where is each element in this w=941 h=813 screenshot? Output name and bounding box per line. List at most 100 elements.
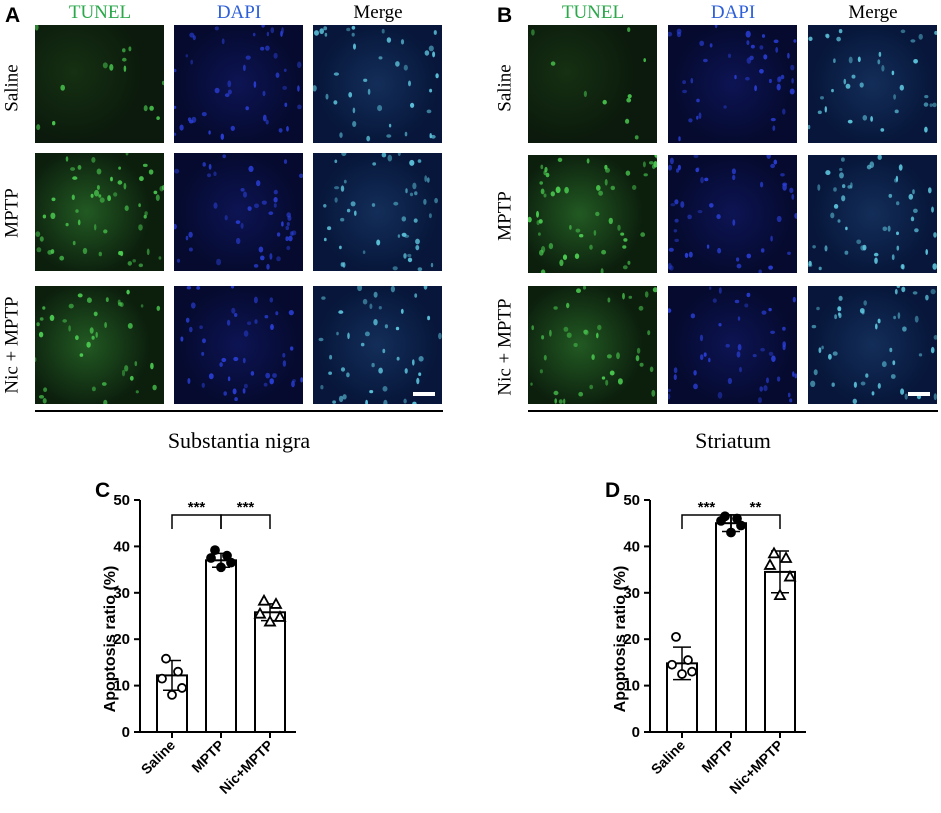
nucleus — [566, 302, 570, 309]
nucleus — [859, 308, 865, 314]
nucleus — [386, 37, 392, 43]
nucleus — [770, 163, 775, 169]
nucleus — [881, 361, 887, 368]
nucleus — [682, 89, 688, 94]
nucleus — [794, 212, 797, 219]
nucleus — [608, 217, 613, 225]
nucleus — [207, 173, 211, 178]
nucleus — [42, 398, 47, 404]
nucleus — [348, 92, 353, 98]
nucleus — [351, 25, 356, 30]
nucleus — [761, 34, 766, 38]
nucleus — [544, 166, 548, 173]
nucleus — [35, 25, 39, 31]
nucleus — [583, 90, 587, 97]
data-point — [257, 593, 271, 606]
nucleus — [569, 225, 572, 230]
nucleus — [704, 177, 709, 182]
nucleus — [649, 161, 654, 165]
nucleus — [290, 346, 294, 351]
nucleus — [811, 324, 817, 329]
nucleus — [870, 116, 873, 122]
nucleus — [283, 159, 288, 164]
nucleus — [782, 183, 787, 191]
y-tick-label: 20 — [113, 631, 130, 648]
nucleus — [201, 351, 205, 356]
nucleus — [243, 191, 247, 198]
nucleus — [550, 61, 556, 66]
nuclei-layer — [35, 25, 164, 131]
nucleus — [716, 214, 721, 220]
nucleus — [281, 27, 284, 34]
nucleus — [759, 386, 763, 392]
nucleus — [38, 395, 45, 399]
nucleus — [417, 267, 423, 271]
nucleus — [676, 31, 682, 38]
bar — [205, 559, 237, 733]
nucleus — [792, 296, 796, 303]
nucleus — [668, 393, 671, 400]
nucleus — [808, 260, 812, 266]
nucleus — [668, 247, 674, 252]
nucleus — [589, 244, 593, 250]
nucleus — [793, 39, 797, 43]
micrograph-a-tunel-nic-mptp — [35, 286, 164, 404]
nucleus — [688, 251, 693, 258]
nucleus — [853, 381, 857, 388]
nucleus — [174, 168, 180, 174]
nucleus — [636, 347, 641, 354]
scale-bar — [413, 392, 435, 396]
nucleus — [286, 222, 290, 226]
nucleus — [413, 218, 418, 223]
nucleus — [668, 164, 673, 171]
nucleus — [595, 211, 600, 217]
nucleus — [256, 180, 261, 187]
nucleus — [36, 124, 41, 131]
nucleus — [185, 317, 190, 323]
nucleus — [289, 231, 293, 236]
y-tick-label: 0 — [122, 724, 130, 741]
x-tick-label: Saline — [648, 737, 689, 778]
nucleus — [140, 304, 144, 308]
nucleus — [582, 286, 587, 290]
nucleus — [400, 39, 405, 45]
nucleus — [346, 208, 351, 213]
nucleus — [153, 190, 158, 195]
nucleus — [230, 286, 235, 289]
nucleus — [383, 399, 388, 404]
nucleus — [129, 375, 134, 381]
nucleus — [696, 98, 700, 103]
data-point — [167, 689, 177, 700]
nucleus — [589, 384, 594, 390]
nucleus — [275, 311, 279, 316]
nucleus — [90, 193, 94, 198]
micrograph-a-dapi-mptp — [174, 153, 303, 271]
nucleus — [250, 371, 255, 376]
nuclei-layer — [808, 29, 937, 133]
nucleus — [709, 286, 712, 290]
nucleus — [766, 377, 769, 384]
micrograph-b-dapi-saline — [668, 25, 797, 143]
nucleus — [300, 377, 303, 383]
nucleus — [318, 337, 324, 342]
nucleus — [121, 369, 126, 377]
nucleus — [627, 260, 631, 265]
nucleus — [918, 33, 923, 40]
nucleus — [737, 316, 741, 321]
nucleus — [320, 385, 324, 390]
nucleus — [780, 74, 785, 80]
nucleus — [627, 94, 632, 99]
nucleus — [841, 157, 845, 162]
nucleus — [575, 228, 581, 233]
nucleus — [714, 25, 718, 29]
nucleus — [651, 389, 656, 397]
nucleus — [126, 289, 130, 295]
nucleus — [68, 303, 74, 309]
nucleus — [833, 204, 839, 209]
nucleus — [734, 299, 740, 304]
nucleus — [768, 78, 772, 84]
nucleus — [98, 194, 102, 198]
nucleus — [254, 319, 258, 324]
nucleus — [877, 318, 881, 324]
nucleus — [852, 398, 857, 404]
